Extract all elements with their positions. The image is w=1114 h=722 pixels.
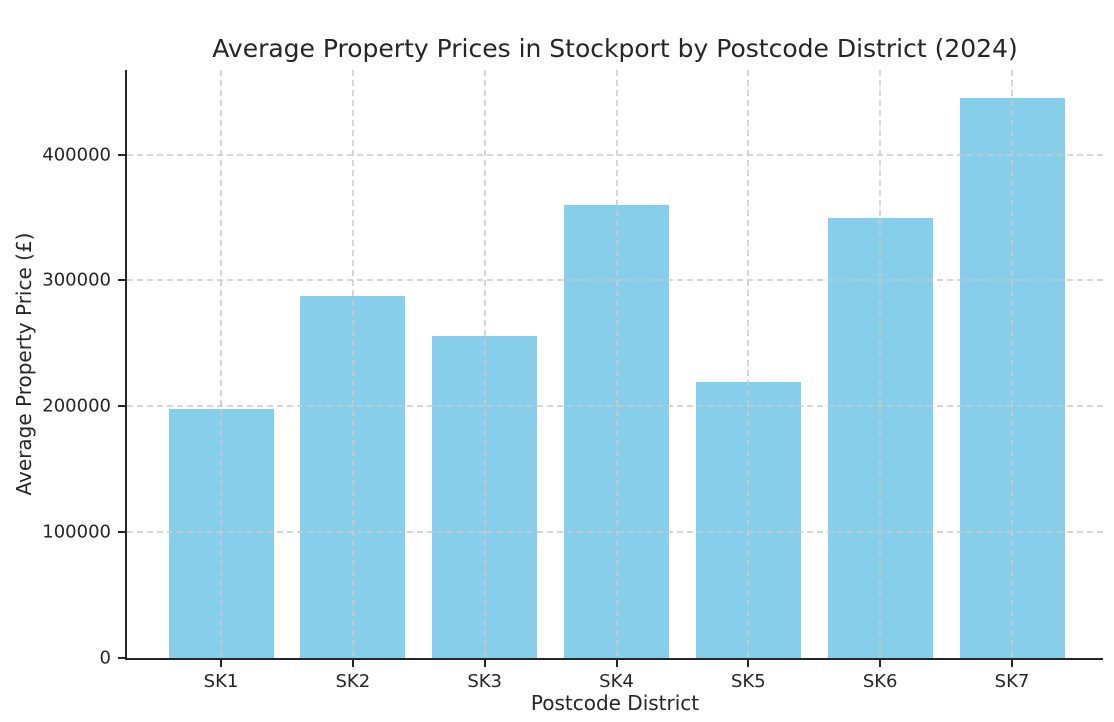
x-tick-label-SK7: SK7	[994, 671, 1030, 692]
y-tick-label-200000: 200000	[42, 395, 111, 417]
y-tick-mark-0	[118, 657, 125, 659]
plot-area: 0 100000 200000 300000 400000 SK1 SK2 SK3 SK4 SK5…	[42, 70, 1103, 692]
x-tick-mark-SK4	[615, 660, 618, 667]
h-gridline-300000	[127, 279, 1103, 282]
v-gridline-SK6	[879, 70, 882, 658]
v-gridline-SK7	[1011, 70, 1013, 658]
chart-title: Average Property Prices in Stockport by …	[212, 34, 1018, 63]
h-gridline-200000	[127, 405, 1103, 408]
x-tick-mark-SK1	[220, 660, 222, 667]
y-tick-label-0: 0	[99, 647, 111, 669]
y-tick-label-100000: 100000	[42, 521, 111, 543]
h-gridline-400000	[127, 153, 1103, 156]
y-tick-label-400000: 400000	[42, 144, 111, 166]
x-tick-mark-SK7	[1011, 660, 1013, 667]
y-tick-label-300000: 300000	[42, 269, 111, 291]
y-axis-label: Average Property Price (£)	[12, 232, 36, 496]
x-tick-mark-SK2	[351, 660, 354, 667]
v-gridline-SK5	[747, 70, 750, 658]
v-gridline-SK2	[351, 70, 354, 658]
y-tick-mark-100000	[118, 531, 125, 534]
x-tick-label-SK3: SK3	[467, 671, 502, 692]
v-gridline-SK1	[220, 70, 222, 658]
v-gridline-SK3	[483, 70, 486, 658]
x-tick-label-SK1: SK1	[203, 671, 239, 692]
x-tick-label-SK2: SK2	[335, 671, 371, 692]
x-tick-label-SK6: SK6	[862, 671, 898, 692]
x-tick-mark-SK3	[483, 660, 486, 667]
v-gridline-SK4	[615, 70, 618, 658]
h-gridline-100000	[127, 531, 1103, 534]
y-tick-mark-300000	[118, 279, 125, 282]
x-axis-label: Postcode District	[530, 691, 700, 715]
y-tick-mark-200000	[118, 405, 125, 408]
x-tick-label-SK5: SK5	[730, 671, 766, 692]
x-tick-label-SK4: SK4	[599, 671, 634, 692]
x-tick-mark-SK6	[879, 660, 882, 667]
x-tick-mark-SK5	[747, 660, 750, 667]
y-tick-mark-400000	[118, 153, 125, 156]
